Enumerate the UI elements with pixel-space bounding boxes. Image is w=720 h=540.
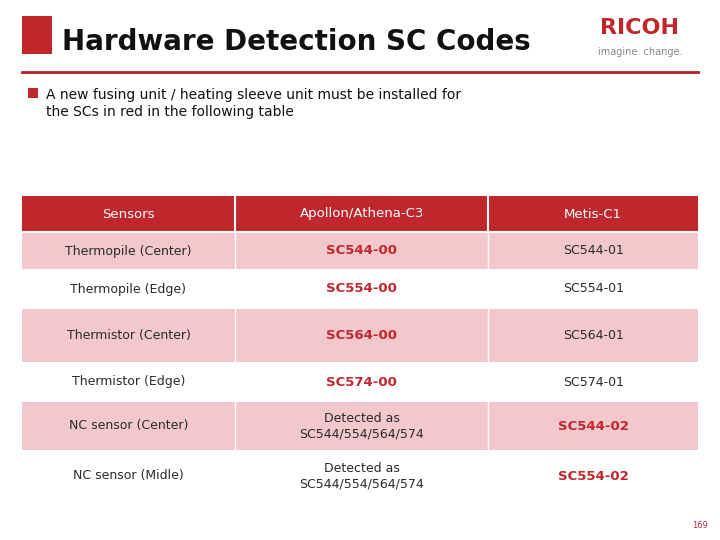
Text: NC sensor (Midle): NC sensor (Midle) <box>73 469 184 483</box>
Text: Metis-C1: Metis-C1 <box>564 207 622 220</box>
Text: SC554-00: SC554-00 <box>326 282 397 295</box>
Text: SC564-01: SC564-01 <box>563 329 624 342</box>
FancyBboxPatch shape <box>22 270 235 308</box>
FancyBboxPatch shape <box>22 451 235 501</box>
FancyBboxPatch shape <box>235 308 488 363</box>
FancyBboxPatch shape <box>488 451 698 501</box>
Text: SC554-02: SC554-02 <box>558 469 629 483</box>
FancyBboxPatch shape <box>235 196 488 232</box>
Text: Detected as
SC544/554/564/574: Detected as SC544/554/564/574 <box>300 411 424 441</box>
Text: 169: 169 <box>692 521 708 530</box>
FancyBboxPatch shape <box>488 232 698 270</box>
FancyBboxPatch shape <box>235 451 488 501</box>
FancyBboxPatch shape <box>235 232 488 270</box>
Text: SC564-00: SC564-00 <box>326 329 397 342</box>
FancyBboxPatch shape <box>22 16 52 54</box>
FancyBboxPatch shape <box>235 270 488 308</box>
Text: Hardware Detection SC Codes: Hardware Detection SC Codes <box>62 28 531 56</box>
Text: RICOH: RICOH <box>600 18 680 38</box>
FancyBboxPatch shape <box>488 401 698 451</box>
Text: imagine. change.: imagine. change. <box>598 47 683 57</box>
FancyBboxPatch shape <box>22 308 235 363</box>
Text: Apollon/Athena-C3: Apollon/Athena-C3 <box>300 207 424 220</box>
Text: Sensors: Sensors <box>102 207 155 220</box>
Text: A new fusing unit / heating sleeve unit must be installed for: A new fusing unit / heating sleeve unit … <box>46 88 461 102</box>
Text: Thermopile (Center): Thermopile (Center) <box>66 245 192 258</box>
FancyBboxPatch shape <box>22 196 235 232</box>
Text: SC554-01: SC554-01 <box>563 282 624 295</box>
Text: SC544-00: SC544-00 <box>326 245 397 258</box>
Text: NC sensor (Center): NC sensor (Center) <box>69 420 188 433</box>
FancyBboxPatch shape <box>488 363 698 401</box>
Text: SC544-01: SC544-01 <box>563 245 624 258</box>
FancyBboxPatch shape <box>22 401 235 451</box>
FancyBboxPatch shape <box>22 363 235 401</box>
Text: SC544-02: SC544-02 <box>558 420 629 433</box>
Text: Thermopile (Edge): Thermopile (Edge) <box>71 282 186 295</box>
FancyBboxPatch shape <box>22 232 235 270</box>
Text: Thermistor (Edge): Thermistor (Edge) <box>72 375 185 388</box>
Text: Detected as
SC544/554/564/574: Detected as SC544/554/564/574 <box>300 462 424 490</box>
FancyBboxPatch shape <box>28 88 38 98</box>
FancyBboxPatch shape <box>235 363 488 401</box>
FancyBboxPatch shape <box>488 196 698 232</box>
Text: SC574-00: SC574-00 <box>326 375 397 388</box>
FancyBboxPatch shape <box>488 270 698 308</box>
FancyBboxPatch shape <box>488 308 698 363</box>
Text: the SCs in red in the following table: the SCs in red in the following table <box>46 105 294 119</box>
Text: Thermistor (Center): Thermistor (Center) <box>66 329 190 342</box>
FancyBboxPatch shape <box>235 401 488 451</box>
Text: SC574-01: SC574-01 <box>563 375 624 388</box>
